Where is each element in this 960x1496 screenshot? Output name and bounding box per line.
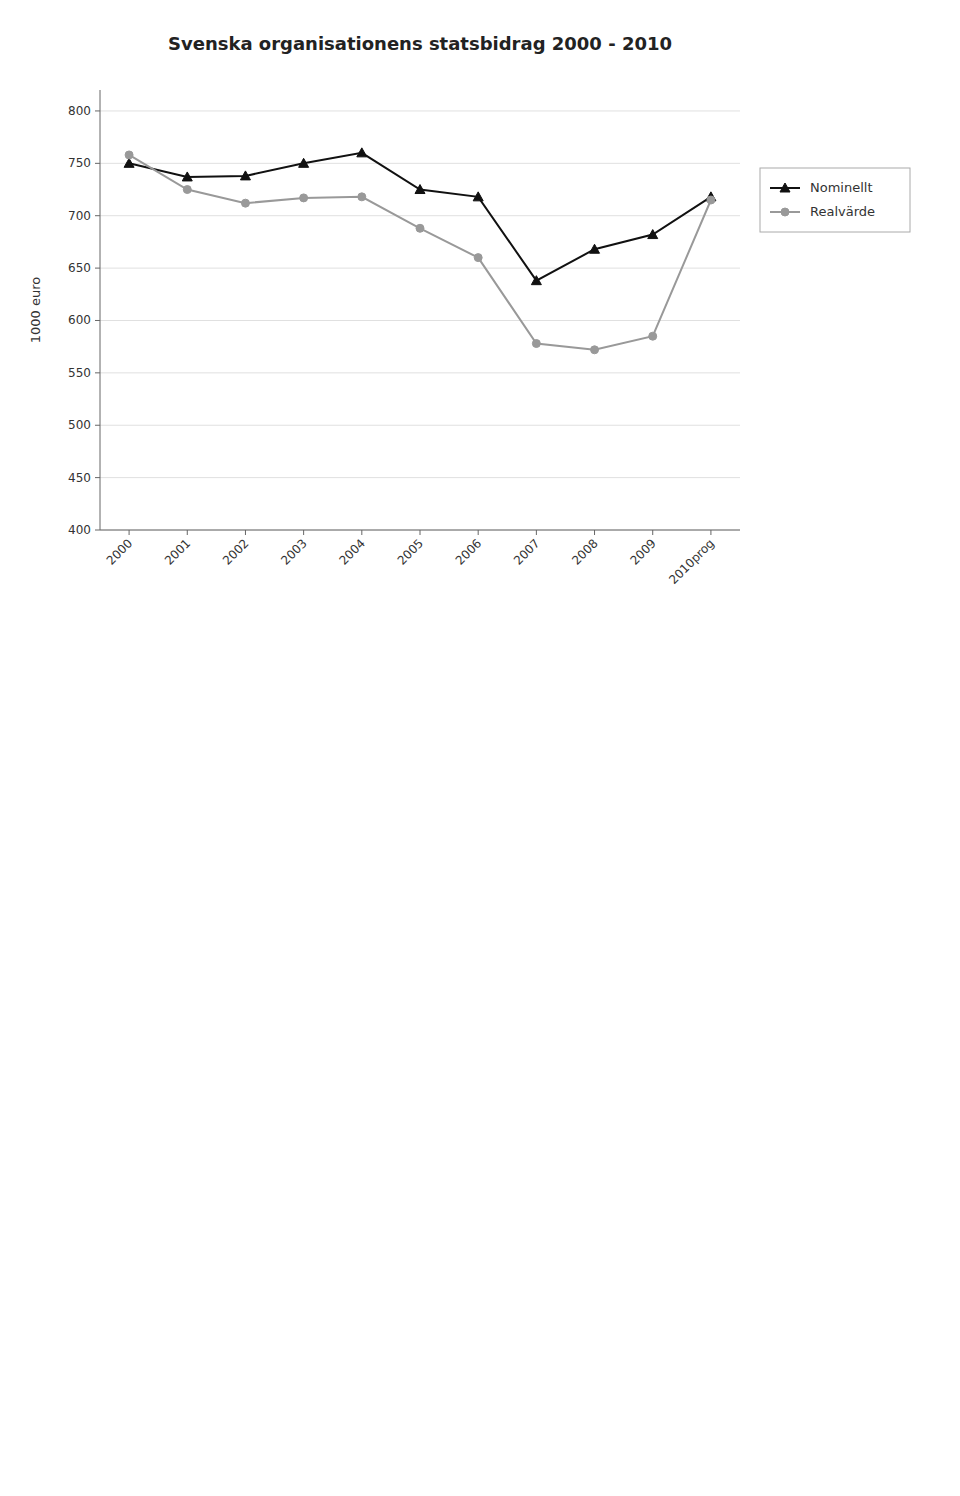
x-tick	[478, 530, 479, 535]
marker	[357, 148, 367, 157]
x-tick	[187, 530, 188, 535]
x-tick-label: 2008	[569, 536, 600, 567]
x-tick-label: 2010prog	[666, 536, 717, 587]
marker	[474, 254, 482, 262]
marker	[648, 230, 658, 239]
y-tick	[95, 372, 100, 373]
x-tick-label: 2007	[511, 536, 542, 567]
y-tick	[95, 530, 100, 531]
x-tick	[129, 530, 130, 535]
legend: Nominellt Realvärde	[760, 168, 910, 232]
chart-container: Svenska organisationens statsbidrag 2000…	[0, 0, 960, 1496]
y-tick	[95, 477, 100, 478]
marker	[300, 194, 308, 202]
marker	[591, 346, 599, 354]
y-tick	[95, 215, 100, 216]
y-axis: 400 450 500 550 600 650 700 750 800	[68, 90, 740, 537]
x-tick-label: 2001	[162, 536, 193, 567]
marker	[124, 158, 134, 167]
marker	[240, 171, 250, 180]
chart-title: Svenska organisationens statsbidrag 2000…	[168, 33, 672, 54]
legend-label: Realvärde	[810, 204, 875, 219]
y-tick-label: 750	[68, 156, 91, 170]
x-tick	[652, 530, 653, 535]
x-tick-label: 2000	[104, 536, 135, 567]
x-tick	[536, 530, 537, 535]
y-tick	[95, 425, 100, 426]
y-tick-label: 800	[68, 104, 91, 118]
marker	[358, 193, 366, 201]
legend-label: Nominellt	[810, 180, 873, 195]
x-tick	[303, 530, 304, 535]
x-tick	[420, 530, 421, 535]
marker	[532, 340, 540, 348]
grid-line	[100, 372, 740, 373]
y-axis-label: 1000 euro	[28, 277, 43, 344]
series-line	[129, 155, 711, 350]
series-line	[129, 153, 711, 281]
marker	[590, 244, 600, 253]
marker	[707, 196, 715, 204]
legend-marker	[780, 183, 790, 192]
marker	[649, 332, 657, 340]
marker	[182, 172, 192, 181]
x-tick	[710, 530, 711, 535]
grid-line	[100, 320, 740, 321]
y-tick-label: 650	[68, 261, 91, 275]
series	[125, 151, 715, 354]
grid-line	[100, 110, 740, 111]
marker	[241, 199, 249, 207]
grid-line	[100, 163, 740, 164]
y-tick	[95, 163, 100, 164]
marker	[415, 185, 425, 194]
marker	[531, 276, 541, 285]
y-tick	[95, 110, 100, 111]
grid-line	[100, 425, 740, 426]
marker	[473, 192, 483, 201]
y-tick	[95, 268, 100, 269]
y-axis-line	[100, 90, 101, 530]
legend-marker	[781, 208, 789, 216]
y-tick-label: 450	[68, 471, 91, 485]
x-tick	[594, 530, 595, 535]
y-tick-label: 600	[68, 313, 91, 327]
legend-box	[760, 168, 910, 232]
x-tick	[361, 530, 362, 535]
x-axis: 2000 2001 2002 2003 2004 2005 2006 2007 2008 2009…	[104, 530, 717, 587]
data-group	[124, 148, 716, 354]
y-tick-label: 700	[68, 209, 91, 223]
x-tick-label: 2002	[220, 536, 251, 567]
marker	[125, 151, 133, 159]
series	[124, 148, 716, 285]
marker	[183, 186, 191, 194]
y-tick	[95, 320, 100, 321]
x-tick	[245, 530, 246, 535]
grid-line	[100, 268, 740, 269]
x-tick-label: 2003	[278, 536, 309, 567]
marker	[299, 158, 309, 167]
x-tick-label: 2006	[453, 536, 484, 567]
grid-line	[100, 215, 740, 216]
y-tick-label: 500	[68, 418, 91, 432]
chart-svg: Svenska organisationens statsbidrag 2000…	[0, 0, 960, 1496]
y-tick-label: 550	[68, 366, 91, 380]
grid-line	[100, 477, 740, 478]
y-tick-label: 400	[68, 523, 91, 537]
marker	[416, 224, 424, 232]
x-tick-label: 2009	[627, 536, 658, 567]
x-tick-label: 2004	[336, 536, 367, 567]
x-tick-label: 2005	[395, 536, 426, 567]
